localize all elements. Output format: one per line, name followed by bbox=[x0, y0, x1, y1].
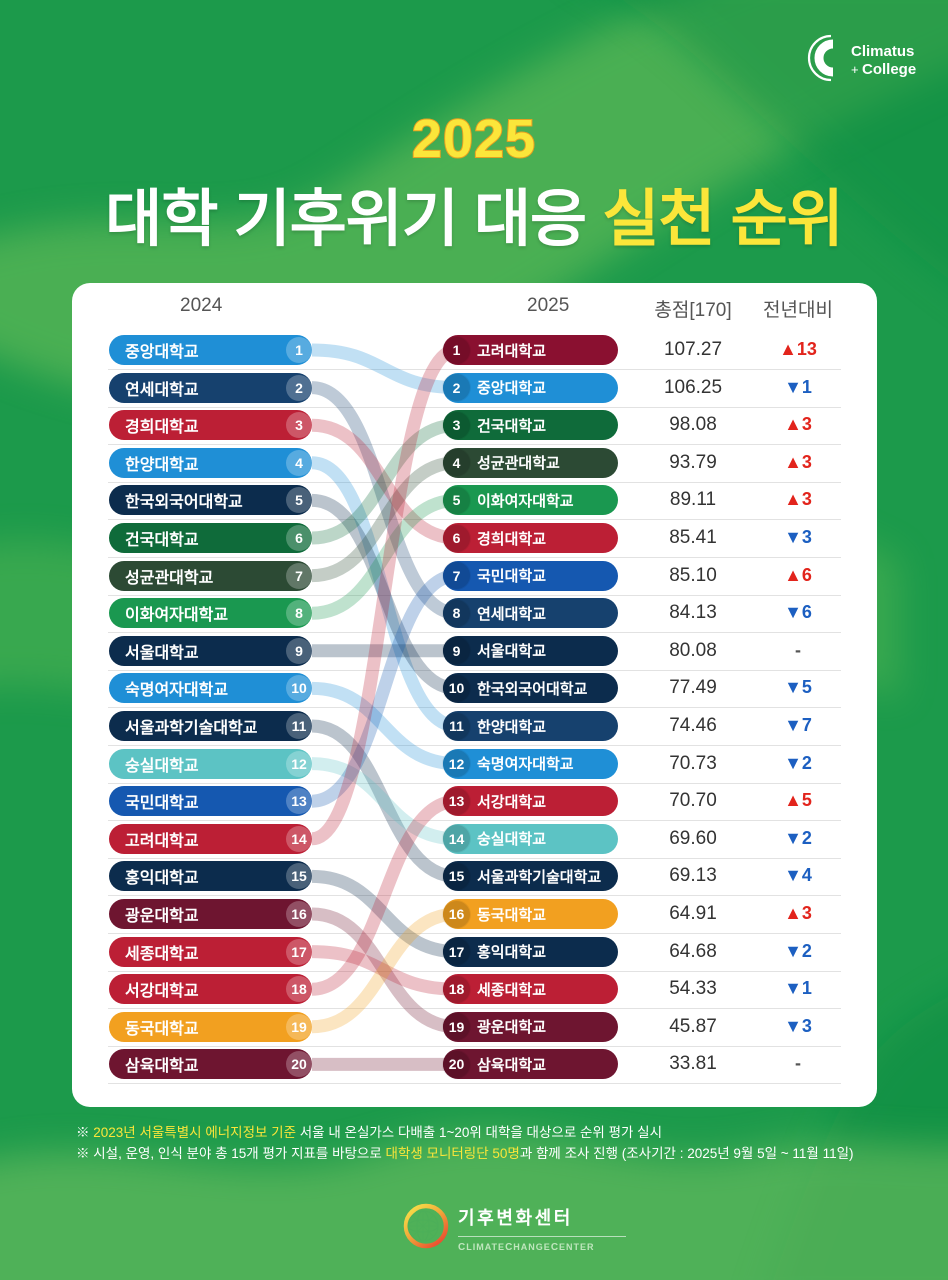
svg-text:College: College bbox=[862, 61, 916, 78]
svg-text:+: + bbox=[851, 62, 859, 77]
svg-text:Climatus: Climatus bbox=[851, 43, 914, 60]
